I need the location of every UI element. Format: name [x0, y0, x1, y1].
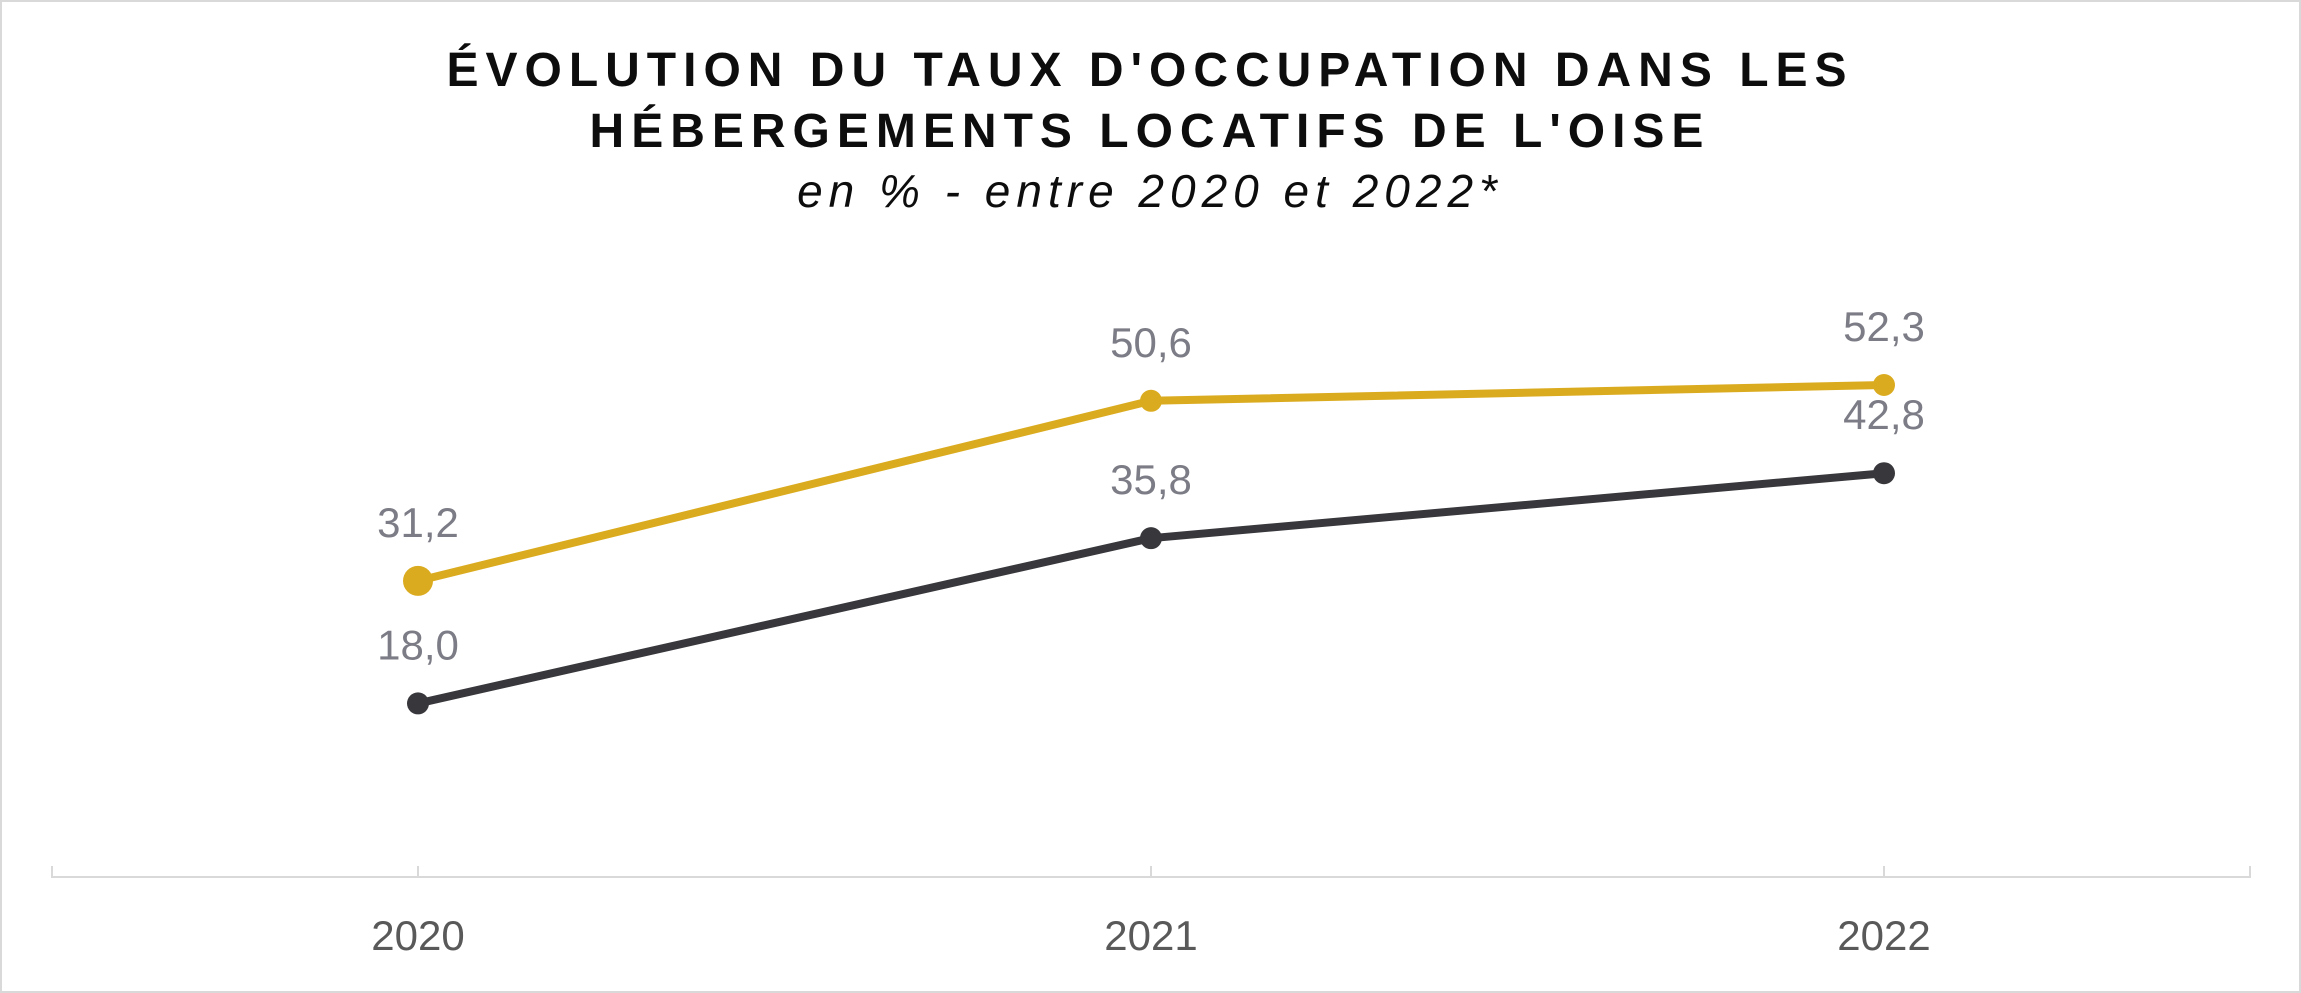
data-label: 35,8 [1110, 456, 1192, 503]
data-label: 18,0 [377, 621, 459, 668]
series-point [1140, 527, 1162, 550]
series-point [1873, 374, 1895, 397]
x-tick-label: 2022 [1837, 912, 1930, 959]
data-label: 50,6 [1110, 319, 1192, 366]
chart-subtitle: en % - entre 2020 et 2022* [797, 165, 1503, 217]
series-point [403, 565, 433, 596]
series-layer: 31,2 50,6 52,3 18,0 35,8 42,8 [377, 303, 1925, 715]
x-tick-label: 2021 [1104, 912, 1197, 959]
data-label: 31,2 [377, 499, 459, 546]
series-line [414, 469, 1888, 708]
chart-title-line-1: ÉVOLUTION DU TAUX D'OCCUPATION DANS LES [446, 43, 1853, 97]
series-point [1873, 462, 1895, 485]
axis-layer: 2020 2021 2022 [371, 866, 1931, 959]
x-tick-label: 2020 [371, 912, 464, 959]
series-point [407, 692, 429, 715]
chart-title-line-2: HÉBERGEMENTS LOCATIFS DE L'OISE [590, 104, 1711, 158]
series-point [1140, 389, 1162, 412]
data-label: 52,3 [1843, 303, 1925, 350]
data-label: 42,8 [1843, 391, 1925, 438]
